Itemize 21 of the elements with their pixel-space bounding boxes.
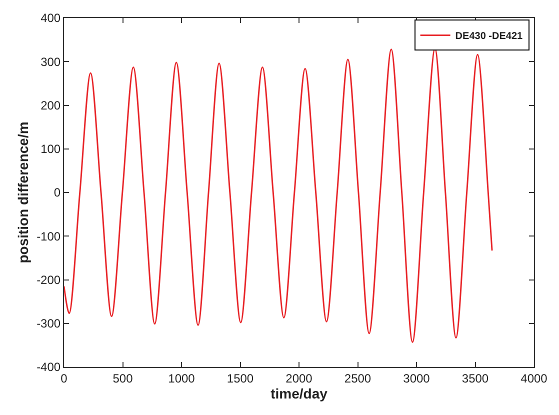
y-tick-label: 300 xyxy=(40,54,61,69)
legend-label: DE430 -DE421 xyxy=(455,31,523,42)
x-tick-label: 3500 xyxy=(462,371,489,386)
x-tick-label: 1000 xyxy=(168,371,196,386)
y-tick-label: 400 xyxy=(40,11,61,26)
x-tick-label: 2000 xyxy=(286,371,313,386)
y-tick-label: 100 xyxy=(40,142,61,156)
y-tick-label: 0 xyxy=(54,186,61,200)
x-tick-label: 500 xyxy=(112,371,134,386)
y-tick-label: -200 xyxy=(36,272,61,287)
y-axis-title: position difference/m xyxy=(15,122,32,264)
x-axis-title: time/day xyxy=(270,386,328,402)
y-tick-label: -100 xyxy=(36,229,61,244)
y-tick-label: -400 xyxy=(36,360,61,374)
x-tick-label: 1500 xyxy=(226,371,254,386)
line-series xyxy=(64,48,493,343)
x-tick-label: 3000 xyxy=(403,371,430,386)
x-tick-label: 4000 xyxy=(520,371,548,386)
y-tick-label: 200 xyxy=(40,98,61,112)
x-tick-label: 2500 xyxy=(344,371,372,386)
y-tick-label: -300 xyxy=(36,316,61,331)
